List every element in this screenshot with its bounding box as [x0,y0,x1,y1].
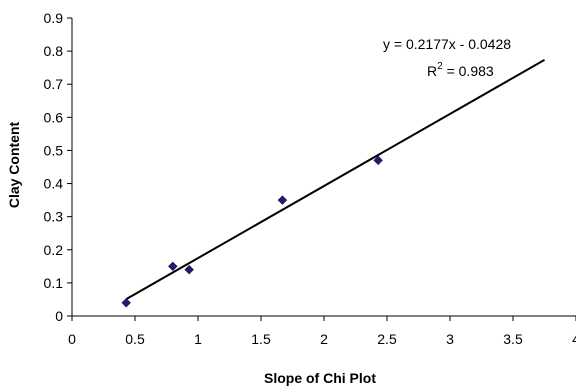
data-point [121,297,132,308]
x-tick-label: 0 [68,331,76,347]
r-squared-value: = 0.983 [443,63,494,79]
x-tick-label: 1 [194,331,202,347]
y-tick-label: 0.7 [44,76,64,92]
x-tick-label: 3 [446,331,454,347]
x-tick-label: 4 [572,331,576,347]
y-tick-label: 0.1 [44,275,64,291]
trendline-group [125,58,545,301]
y-tick-label: 0.3 [44,209,64,225]
y-tick-label: 0.9 [44,10,64,26]
data-point [184,264,195,275]
data-point [277,195,288,205]
x-tick-label: 3.5 [503,331,523,347]
x-tick-label: 1.5 [251,331,271,347]
trendline [125,58,545,301]
data-point [167,261,178,272]
y-tick-label: 0.5 [44,142,64,158]
trendline-equation: y = 0.2177x - 0.0428 [383,36,511,52]
x-tick-label: 0.5 [125,331,145,347]
y-axis-title: Clay Content [6,121,22,208]
y-tick-label: 0.8 [44,43,64,59]
axes [71,18,576,317]
y-tick-label: 0.2 [44,242,64,258]
y-tick-label: 0.6 [44,109,64,125]
data-points [121,155,384,308]
data-point [373,155,384,166]
x-axis-title: Slope of Chi Plot [264,370,376,386]
x-tick-label: 2.5 [377,331,397,347]
y-tick-label: 0 [55,308,63,324]
x-axis-ticks: 0 0.5 1 1.5 2 2.5 3 3.5 4 [68,316,576,347]
x-tick-label: 2 [320,331,328,347]
y-axis-ticks: 0 0.1 0.2 0.3 0.4 0.5 0.6 0.7 0.8 0.9 [44,10,72,324]
r-squared-superscript: 2 [437,61,443,72]
r-squared-label: R2 = 0.983 [427,61,494,79]
r-squared-symbol: R [427,63,437,79]
y-tick-label: 0.4 [44,176,64,192]
